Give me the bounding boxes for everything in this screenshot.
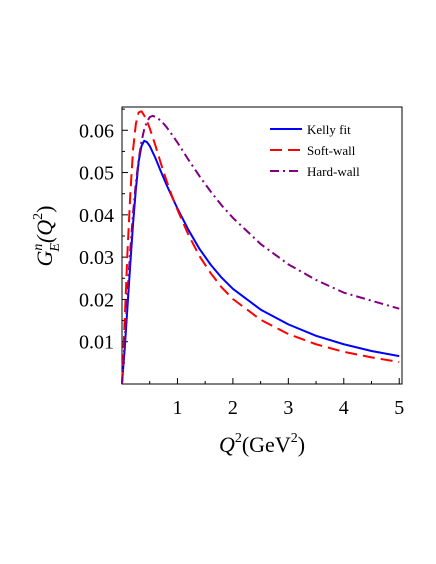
plot-frame xyxy=(121,106,403,385)
y-tick-label: 0.03 xyxy=(79,247,114,269)
legend-label-soft-wall: Soft-wall xyxy=(307,143,356,158)
y-tick-label: 0.05 xyxy=(79,163,114,185)
x-tick-label: 1 xyxy=(172,397,182,419)
x-axis-title-unit-sup: 2 xyxy=(291,431,298,446)
legend-label-kelly-fit: Kelly fit xyxy=(307,122,351,137)
y-axis-title: Gn E(Q2) xyxy=(31,206,63,267)
x-tick-label: 4 xyxy=(339,397,349,419)
y-tick-label: 0.06 xyxy=(79,120,114,142)
series-layer xyxy=(121,110,400,385)
y-axis-title-g: G xyxy=(32,251,57,267)
x-axis-title: Q2(GeV2) xyxy=(219,431,305,457)
x-axis-title-unit: (GeV xyxy=(242,432,291,457)
x-tick-label: 5 xyxy=(394,397,404,419)
y-axis-title-sub-e: E xyxy=(48,243,63,253)
y-tick-label: 0.02 xyxy=(79,289,114,311)
legend-label-hard-wall: Hard-wall xyxy=(307,164,360,179)
x-axis-title-q: Q xyxy=(219,432,235,457)
y-axis-title-q-sup: 2 xyxy=(31,213,46,220)
x-axis-title-q-sup: 2 xyxy=(235,431,242,446)
series-line-hard-wall xyxy=(121,114,400,385)
y-axis-title-close: ) xyxy=(32,206,57,213)
x-tick-label: 3 xyxy=(283,397,293,419)
y-tick-label: 0.01 xyxy=(79,332,114,354)
ticks-layer: 1 2 3 4 5 0.01 0.02 0.03 0.04 0.05 0.06 xyxy=(79,108,404,419)
y-tick-label: 0.04 xyxy=(79,205,114,227)
y-axis-title-sup-n: n xyxy=(31,244,46,251)
x-axis-title-close: ) xyxy=(298,432,305,457)
series-line-soft-wall xyxy=(121,110,400,385)
legend: Kelly fit Soft-wall Hard-wall xyxy=(270,122,360,179)
y-axis-title-open: (Q xyxy=(32,220,57,243)
x-tick-label: 2 xyxy=(228,397,238,419)
